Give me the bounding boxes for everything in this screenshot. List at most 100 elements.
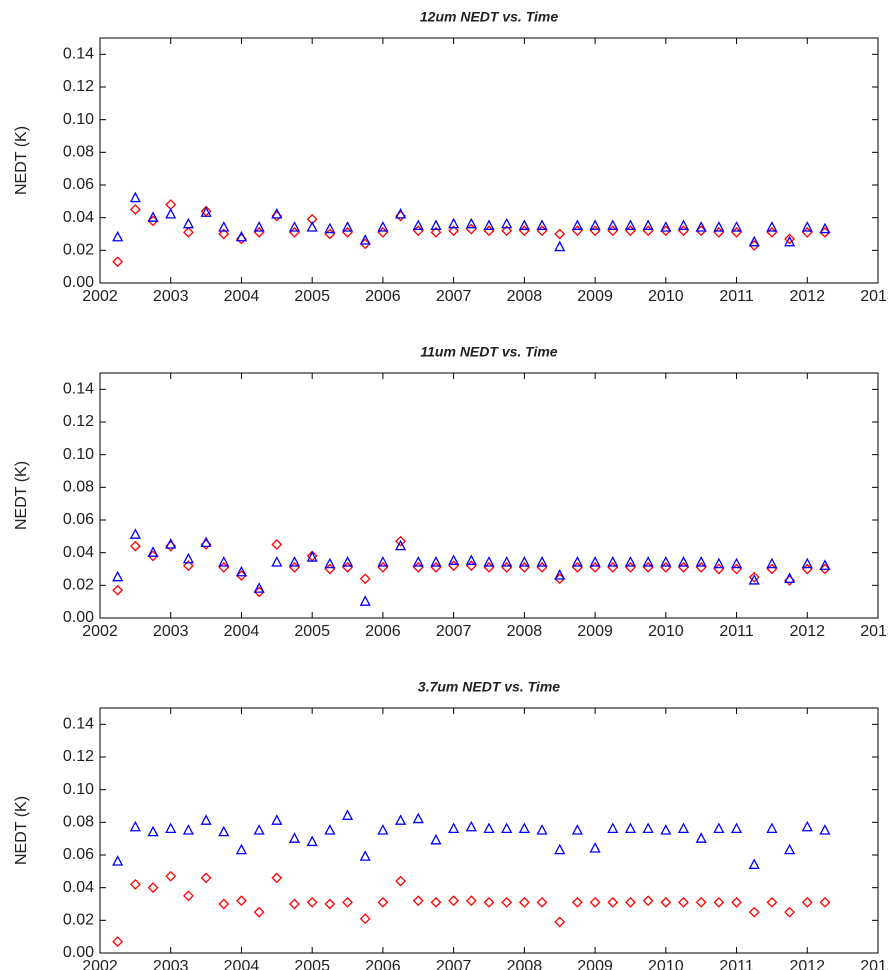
point <box>306 221 318 232</box>
point <box>748 574 760 585</box>
point <box>554 228 566 240</box>
y-axis-label: NEDT (K) <box>13 461 30 530</box>
point <box>642 219 654 230</box>
point <box>624 822 637 834</box>
point <box>165 538 177 549</box>
point <box>589 896 601 908</box>
point <box>359 595 371 606</box>
point <box>554 240 566 252</box>
y-tick-label: 0.08 <box>63 479 94 496</box>
point <box>112 584 124 596</box>
point <box>731 896 742 908</box>
point <box>359 913 371 925</box>
point <box>341 556 354 567</box>
point <box>218 898 230 910</box>
point <box>200 206 212 217</box>
point <box>536 219 548 230</box>
y-tick-label: 0.00 <box>63 609 94 626</box>
point <box>554 843 566 855</box>
point <box>483 896 495 908</box>
point <box>218 228 230 240</box>
x-tick-label: 2004 <box>224 958 260 970</box>
x-tick-label: 2007 <box>436 288 472 305</box>
point <box>660 221 672 232</box>
point <box>571 219 583 230</box>
point <box>218 221 230 232</box>
y-tick-label: 0.06 <box>63 511 94 528</box>
y-axis-label: NEDT (K) <box>13 126 30 195</box>
point <box>359 573 371 585</box>
point <box>218 825 230 837</box>
point <box>253 221 265 232</box>
x-tick-label: 2005 <box>294 623 330 640</box>
point <box>501 556 513 567</box>
chart-title: 11um NEDT vs. Time <box>420 344 557 360</box>
point <box>129 191 141 203</box>
point <box>536 556 548 567</box>
point <box>129 528 141 539</box>
x-tick-label: 2008 <box>507 288 543 305</box>
y-tick-label: 0.08 <box>63 144 94 161</box>
point <box>766 896 778 908</box>
point <box>147 211 159 222</box>
point <box>642 822 654 834</box>
point <box>624 219 637 230</box>
x-tick-label: 2008 <box>507 623 543 640</box>
point <box>235 565 248 577</box>
point <box>642 895 654 907</box>
x-tick-label: 2002 <box>82 958 118 970</box>
point <box>112 256 124 268</box>
point <box>607 219 619 230</box>
point <box>324 557 336 569</box>
point <box>501 822 513 834</box>
y-tick-label: 0.12 <box>63 748 94 765</box>
point <box>200 536 212 548</box>
point <box>465 895 477 907</box>
point <box>784 906 796 918</box>
plot-frame <box>99 707 879 954</box>
point <box>395 814 407 825</box>
point <box>129 878 141 890</box>
y-tick-label: 0.10 <box>63 446 94 463</box>
point <box>288 832 301 843</box>
point <box>713 896 725 908</box>
point <box>342 896 353 908</box>
point <box>412 895 424 907</box>
point <box>801 820 813 832</box>
x-tick-label: 2010 <box>648 623 684 640</box>
point <box>236 895 247 907</box>
point <box>483 219 495 230</box>
point <box>165 870 177 882</box>
x-tick-label: 2003 <box>153 623 189 640</box>
point <box>324 222 336 234</box>
x-tick-label: 2009 <box>577 623 613 640</box>
point <box>465 217 477 229</box>
plot-frame <box>99 37 879 284</box>
point <box>182 560 194 572</box>
point <box>112 936 124 947</box>
x-tick-label: 2006 <box>365 958 401 970</box>
point <box>677 219 690 230</box>
point <box>660 896 672 908</box>
point <box>819 222 831 234</box>
point <box>448 225 460 237</box>
y-axis-label: NEDT (K) <box>13 796 30 865</box>
point <box>784 572 796 583</box>
point <box>235 230 248 242</box>
point <box>571 824 583 835</box>
point <box>678 896 689 908</box>
x-tick-label: 2012 <box>789 958 825 970</box>
point <box>200 872 212 884</box>
point <box>660 556 672 567</box>
point <box>589 556 601 567</box>
point <box>748 235 760 247</box>
y-tick-label: 0.10 <box>63 111 94 128</box>
point <box>182 890 194 902</box>
x-tick-label: 2012 <box>789 623 825 640</box>
point <box>465 820 477 832</box>
point <box>501 896 513 908</box>
point <box>182 824 194 835</box>
y-tick-label: 0.08 <box>63 814 94 831</box>
point <box>766 822 778 834</box>
